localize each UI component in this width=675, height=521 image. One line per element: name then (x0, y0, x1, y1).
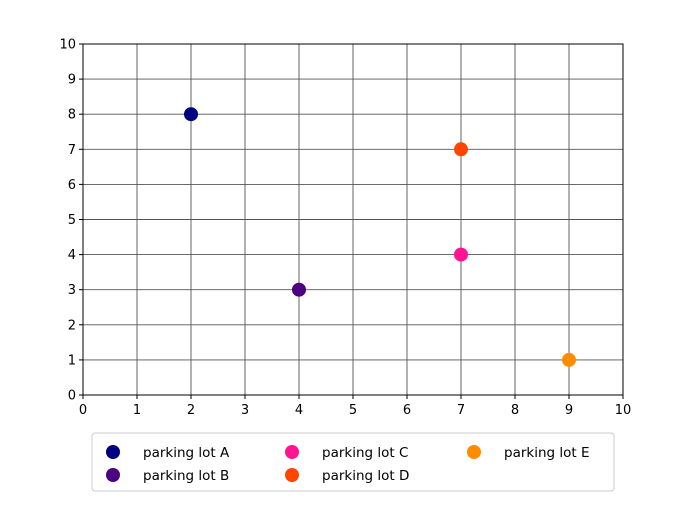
data-points (184, 107, 576, 367)
grid (82, 43, 624, 396)
y-tick-label: 9 (68, 73, 76, 88)
y-tick-label: 7 (68, 143, 76, 158)
legend-label: parking lot A (143, 445, 230, 461)
legend-marker (467, 445, 481, 459)
legend-marker (285, 445, 299, 459)
x-tick-label: 3 (241, 403, 249, 418)
x-tick-label: 7 (457, 403, 465, 418)
y-tick-label: 8 (68, 108, 76, 123)
y-tick-label: 0 (68, 389, 76, 404)
y-tick-label: 10 (59, 38, 76, 53)
y-tick-label: 6 (68, 178, 76, 193)
point-parking-lot-b (292, 282, 306, 297)
legend-marker (106, 445, 120, 459)
point-parking-lot-d (454, 142, 468, 157)
y-tick-label: 1 (68, 353, 76, 368)
legend-box (91, 432, 615, 492)
x-tick-label: 4 (295, 403, 303, 418)
axis-ticks: 0 1 2 3 4 5 6 7 8 9 10 0 1 2 3 4 5 6 7 8 9 10 (59, 38, 631, 419)
x-tick-label: 10 (615, 403, 632, 418)
y-tick-label: 3 (68, 283, 76, 298)
x-tick-label: 5 (349, 403, 357, 418)
legend-marker (106, 468, 120, 482)
legend-marker (285, 468, 299, 482)
legend-label: parking lot E (504, 445, 590, 461)
x-tick-label: 6 (403, 403, 411, 418)
x-tick-label: 1 (133, 403, 141, 418)
x-tick-label: 0 (79, 403, 87, 418)
x-tick-label: 9 (565, 403, 573, 418)
legend-label: parking lot B (143, 468, 229, 484)
y-tick-label: 5 (68, 213, 76, 228)
point-parking-lot-a (184, 107, 198, 122)
legend: parking lot A parking lot B parking lot C p… (91, 432, 615, 492)
legend-label: parking lot C (322, 445, 408, 461)
y-tick-label: 2 (68, 318, 76, 333)
point-parking-lot-e (562, 352, 576, 367)
point-parking-lot-c (454, 247, 468, 262)
x-tick-label: 8 (511, 403, 519, 418)
legend-label: parking lot D (322, 468, 409, 484)
y-tick-label: 4 (68, 248, 76, 263)
x-tick-label: 2 (187, 403, 195, 418)
